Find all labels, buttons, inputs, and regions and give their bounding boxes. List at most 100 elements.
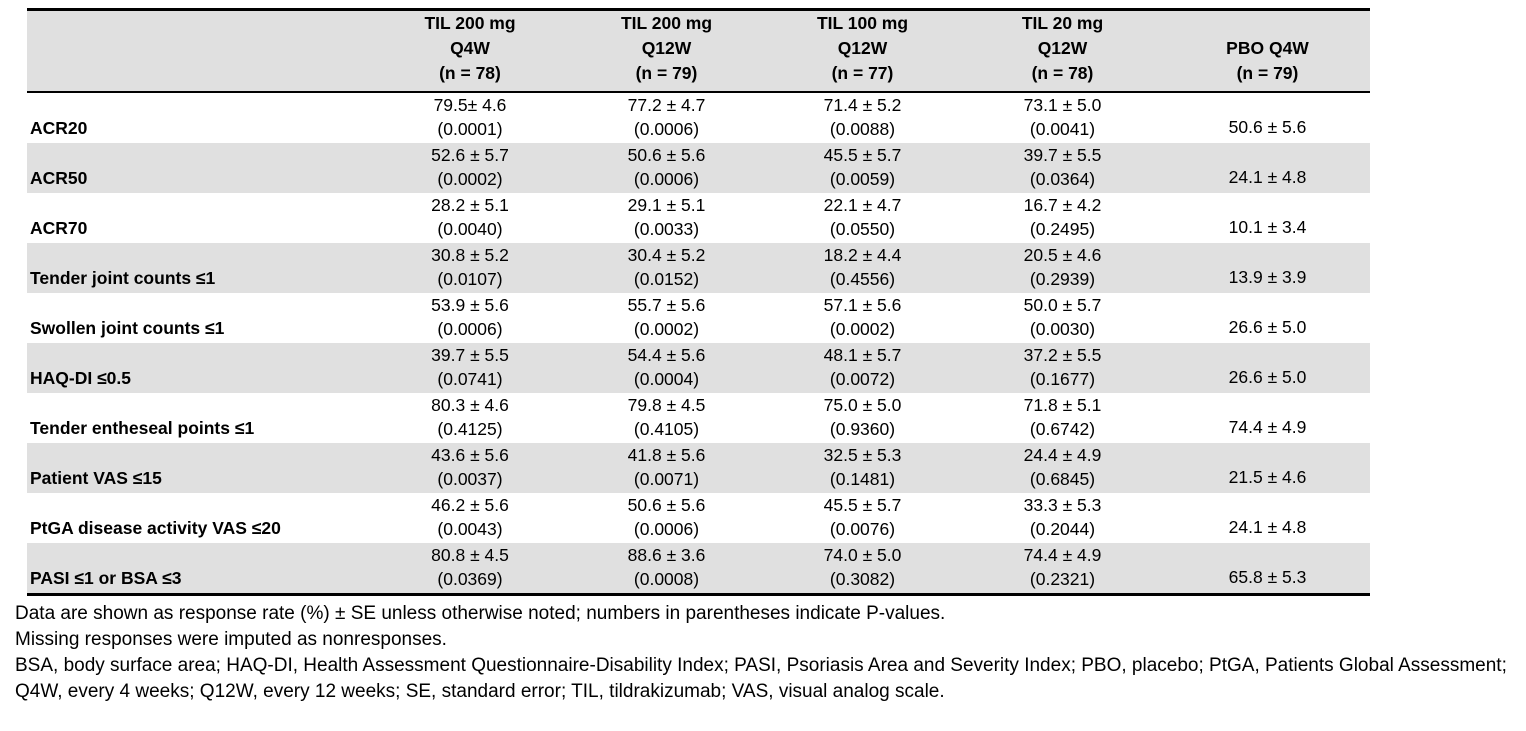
data-cell: 30.8 ± 5.2 (0.0107) [372, 243, 568, 293]
pbo-cell: 24.1 ± 4.8 [1228, 517, 1307, 537]
pbo-cell: 26.6 ± 5.0 [1228, 317, 1307, 337]
data-cell: 88.6 ± 3.6 (0.0008) [568, 543, 765, 595]
data-cell: 75.0 ± 5.0 (0.9360) [765, 393, 960, 443]
cell-value: 88.6 ± 3.6 [627, 545, 706, 565]
cell-value: 74.0 ± 5.0 [823, 545, 902, 565]
row-label: ACR70 [30, 218, 88, 238]
cell-value: 30.8 ± 5.2 [431, 245, 509, 265]
data-cell: 79.5± 4.6 (0.0001) [372, 92, 568, 143]
cell-value: 39.7 ± 5.5 [1023, 145, 1102, 165]
footnote-abbreviations: BSA, body surface area; HAQ-DI, Health A… [15, 655, 1507, 702]
data-cell: 16.7 ± 4.2 (0.2495) [960, 193, 1165, 243]
data-cell: 80.8 ± 4.5 (0.0369) [372, 543, 568, 595]
header-line: (n = 79) [635, 63, 698, 83]
cell-value: 41.8 ± 5.6 [627, 445, 706, 465]
cell-value: 57.1 ± 5.6 [823, 295, 902, 315]
cell-pvalue: (0.0006) [437, 319, 503, 339]
data-cell: 50.0 ± 5.7 (0.0030) [960, 293, 1165, 343]
cell-value: 33.3 ± 5.3 [1023, 495, 1102, 515]
cell-pvalue: (0.0076) [829, 519, 896, 539]
cell-pvalue: (0.0002) [829, 319, 896, 339]
data-cell: 50.6 ± 5.6 (0.0006) [568, 143, 765, 193]
data-cell: 37.2 ± 5.5 (0.1677) [960, 343, 1165, 393]
pbo-cell: 21.5 ± 4.6 [1228, 467, 1307, 487]
data-cell: 57.1 ± 5.6 (0.0002) [765, 293, 960, 343]
data-cell: 22.1 ± 4.7 (0.0550) [765, 193, 960, 243]
row-label: PtGA disease activity VAS ≤20 [30, 518, 281, 538]
cell-value: 71.4 ± 5.2 [823, 95, 902, 115]
header-line: (n = 79) [1236, 63, 1299, 83]
efficacy-table-wrap: TIL 200 mg Q4W (n = 78) TIL 200 mg Q12W … [27, 8, 1370, 596]
cell-pvalue: (0.0030) [1029, 319, 1096, 339]
header-line: (n = 78) [439, 63, 501, 83]
header-corner [27, 9, 372, 93]
cell-pvalue: (0.0002) [437, 169, 503, 189]
cell-value: 52.6 ± 5.7 [431, 145, 509, 165]
cell-pvalue: (0.0006) [633, 119, 700, 139]
row-label: HAQ-DI ≤0.5 [30, 368, 132, 388]
cell-value: 32.5 ± 5.3 [823, 445, 902, 465]
cell-pvalue: (0.1677) [1029, 369, 1096, 389]
cell-value: 39.7 ± 5.5 [431, 345, 509, 365]
header-line: PBO Q4W [1226, 38, 1309, 58]
data-cell: 74.0 ± 5.0 (0.3082) [765, 543, 960, 595]
efficacy-table: TIL 200 mg Q4W (n = 78) TIL 200 mg Q12W … [27, 8, 1370, 596]
data-cell: 55.7 ± 5.6 (0.0002) [568, 293, 765, 343]
data-cell: 45.5 ± 5.7 (0.0059) [765, 143, 960, 193]
cell-pvalue: (0.0008) [633, 569, 700, 589]
cell-pvalue: (0.0107) [437, 269, 503, 289]
cell-value: 50.0 ± 5.7 [1023, 295, 1102, 315]
table-row-haq-di: HAQ-DI ≤0.5 39.7 ± 5.5 (0.0741) 54.4 ± 5… [27, 343, 1370, 393]
data-cell: 28.2 ± 5.1 (0.0040) [372, 193, 568, 243]
header-line: Q12W [1037, 38, 1088, 58]
cell-pvalue: (0.0041) [1029, 119, 1096, 139]
data-cell: 18.2 ± 4.4 (0.4556) [765, 243, 960, 293]
cell-value: 22.1 ± 4.7 [823, 195, 902, 215]
header-col-til-100mg-q12w: TIL 100 mg Q12W (n = 77) [765, 9, 960, 93]
cell-value: 79.8 ± 4.5 [627, 395, 706, 415]
pbo-cell: 74.4 ± 4.9 [1228, 417, 1307, 437]
cell-pvalue: (0.1481) [829, 469, 896, 489]
cell-pvalue: (0.2939) [1029, 269, 1096, 289]
cell-value: 53.9 ± 5.6 [431, 295, 509, 315]
header-line: TIL 200 mg [620, 13, 713, 33]
cell-pvalue: (0.0072) [829, 369, 896, 389]
cell-value: 75.0 ± 5.0 [823, 395, 902, 415]
data-cell: 46.2 ± 5.6 (0.0043) [372, 493, 568, 543]
cell-value: 80.3 ± 4.6 [431, 395, 509, 415]
cell-pvalue: (0.0006) [633, 169, 700, 189]
pbo-cell: 26.6 ± 5.0 [1228, 367, 1307, 387]
data-cell: 71.4 ± 5.2 (0.0088) [765, 92, 960, 143]
table-row-acr50: ACR50 52.6 ± 5.7 (0.0002) 50.6 ± 5.6 (0.… [27, 143, 1370, 193]
cell-pvalue: (0.2321) [1029, 569, 1096, 589]
cell-value: 43.6 ± 5.6 [431, 445, 509, 465]
cell-pvalue: (0.6845) [1029, 469, 1096, 489]
cell-pvalue: (0.4125) [437, 419, 503, 439]
cell-value: 28.2 ± 5.1 [431, 195, 509, 215]
cell-pvalue: (0.0037) [437, 469, 503, 489]
cell-value: 30.4 ± 5.2 [627, 245, 706, 265]
header-line: (n = 77) [831, 63, 894, 83]
table-row-tender-joint: Tender joint counts ≤1 30.8 ± 5.2 (0.010… [27, 243, 1370, 293]
row-label: Tender entheseal points ≤1 [30, 418, 255, 438]
cell-pvalue: (0.2495) [1029, 219, 1096, 239]
pbo-cell: 50.6 ± 5.6 [1228, 117, 1307, 137]
cell-value: 16.7 ± 4.2 [1023, 195, 1102, 215]
cell-value: 50.6 ± 5.6 [627, 145, 706, 165]
cell-value: 46.2 ± 5.6 [431, 495, 509, 515]
data-cell: 20.5 ± 4.6 (0.2939) [960, 243, 1165, 293]
header-line: TIL 20 mg [1021, 13, 1104, 33]
table-footnotes: Data are shown as response rate (%) ± SE… [15, 601, 1520, 705]
cell-pvalue: (0.0004) [633, 369, 700, 389]
data-cell: 80.3 ± 4.6 (0.4125) [372, 393, 568, 443]
table-row-acr20: ACR20 79.5± 4.6 (0.0001) 77.2 ± 4.7 (0.0… [27, 92, 1370, 143]
data-cell: 32.5 ± 5.3 (0.1481) [765, 443, 960, 493]
data-cell: 54.4 ± 5.6 (0.0004) [568, 343, 765, 393]
row-label: Swollen joint counts ≤1 [30, 318, 225, 338]
footnote-missing-responses: Missing responses were imputed as nonres… [15, 629, 447, 650]
header-line: TIL 100 mg [816, 13, 909, 33]
header-col-pbo-q4w: PBO Q4W (n = 79) [1165, 9, 1370, 93]
data-cell: 41.8 ± 5.6 (0.0071) [568, 443, 765, 493]
cell-pvalue: (0.0071) [633, 469, 700, 489]
row-label: ACR20 [30, 118, 88, 138]
